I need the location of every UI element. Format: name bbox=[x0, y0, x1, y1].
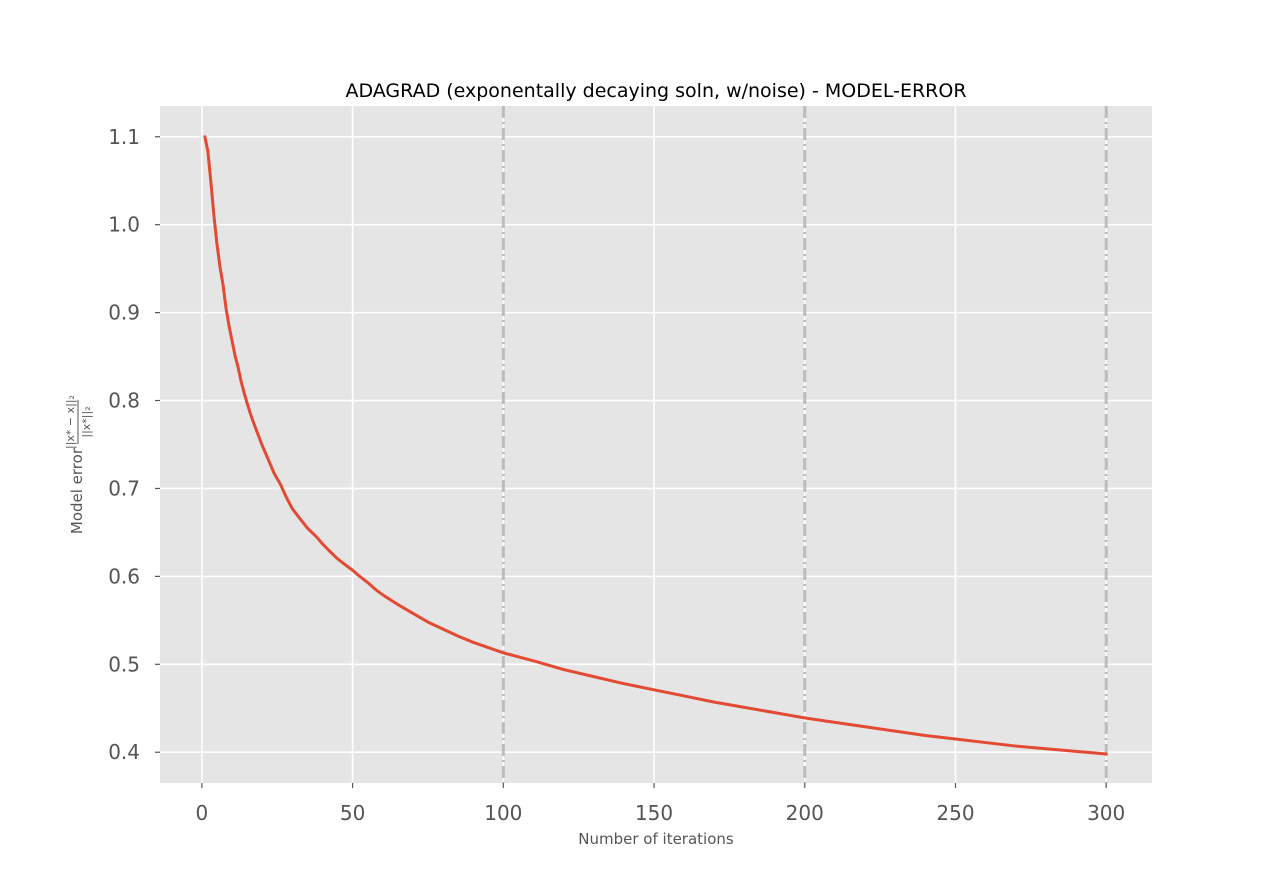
y-tick-label: 1.1 bbox=[108, 125, 140, 149]
x-tick-label: 200 bbox=[786, 801, 824, 825]
x-tick-label: 300 bbox=[1087, 801, 1125, 825]
x-tick-label: 150 bbox=[635, 801, 673, 825]
y-tick-label: 0.7 bbox=[108, 476, 140, 500]
y-tick-label: 1.0 bbox=[108, 213, 140, 237]
y-tick-label: 0.4 bbox=[108, 740, 140, 764]
x-tick-label: 0 bbox=[196, 801, 209, 825]
series-line bbox=[203, 135, 1108, 756]
x-tick-label: 100 bbox=[484, 801, 522, 825]
x-tick-label: 50 bbox=[340, 801, 365, 825]
y-tick-label: 0.5 bbox=[108, 652, 140, 676]
x-tick-label: 250 bbox=[936, 801, 974, 825]
ticks: 0 50 100 150 200 250 300 0.4 0.5 0.6 0.7 0.8 0.9 1.0 1… bbox=[108, 125, 1125, 825]
y-tick-label: 0.9 bbox=[108, 301, 140, 325]
y-axis-label: Model error ||x* − x||₂ ||x*||₂ bbox=[64, 395, 93, 534]
y-axis-label-numerator: ||x* − x||₂ bbox=[64, 395, 77, 449]
x-axis-label: Number of iterations bbox=[578, 830, 734, 848]
chart-title: ADAGRAD (exponentally decaying soln, w/n… bbox=[345, 80, 966, 102]
plot-area bbox=[160, 106, 1152, 783]
reference-lines bbox=[501, 106, 1108, 783]
y-axis-label-text: Model error bbox=[68, 447, 86, 534]
y-tick-label: 0.6 bbox=[108, 564, 140, 588]
series-layer bbox=[203, 135, 1108, 756]
y-tick-label: 0.8 bbox=[108, 389, 140, 413]
y-axis-label-denominator: ||x*||₂ bbox=[80, 406, 93, 437]
